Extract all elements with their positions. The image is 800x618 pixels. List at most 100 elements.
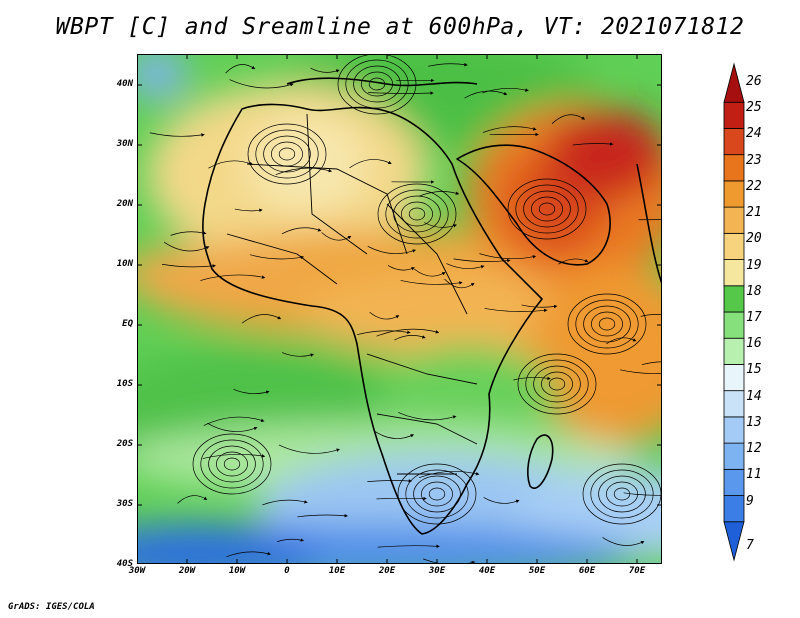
colorbar-label: 14 <box>746 388 762 404</box>
streamline <box>170 231 207 236</box>
lat-label: 40N <box>116 79 133 89</box>
colorbar-box <box>723 390 745 418</box>
streamline <box>349 159 392 169</box>
streamlines <box>149 54 662 564</box>
streamline <box>369 311 400 320</box>
streamline <box>521 304 558 309</box>
streamline-eddy <box>263 135 311 173</box>
streamline <box>602 537 645 546</box>
streamline <box>149 132 205 137</box>
streamline <box>281 352 315 357</box>
streamline <box>640 314 662 317</box>
streamline-eddy <box>428 487 446 501</box>
streamline-eddy <box>538 202 556 216</box>
streamline-eddy <box>507 178 587 240</box>
streamline <box>357 330 411 335</box>
streamline <box>446 263 485 269</box>
lon-label: 60E <box>578 566 596 576</box>
lat-label: 20S <box>116 439 133 449</box>
lat-label: 10N <box>116 259 133 269</box>
colorbar-box <box>723 521 745 562</box>
streamline-eddy <box>606 481 638 507</box>
axis-ticks <box>137 54 662 564</box>
wbpt-streamline-map <box>137 54 662 564</box>
grads-credit: GrADS: IGES/COLA <box>8 602 95 612</box>
colorbar-box <box>723 101 745 129</box>
streamline <box>276 538 305 543</box>
streamline-eddy <box>590 469 654 519</box>
streamline <box>281 227 322 235</box>
streamline <box>226 551 271 557</box>
streamline <box>225 64 256 74</box>
streamline-eddy <box>255 129 319 179</box>
colorbar <box>723 62 745 562</box>
streamline <box>394 335 426 341</box>
colorbar-label: 9 <box>746 493 754 509</box>
streamline-eddy <box>278 147 296 161</box>
streamline <box>297 513 349 518</box>
lon-label: 20E <box>378 566 396 576</box>
streamline-eddy <box>531 196 563 222</box>
streamline <box>482 87 529 94</box>
streamline <box>398 412 457 421</box>
colorbar-label: 21 <box>746 205 762 221</box>
streamline-eddy <box>401 201 433 227</box>
streamline <box>208 160 254 169</box>
colorbar-label: 18 <box>746 283 762 299</box>
colorbar-label: 12 <box>746 441 762 457</box>
streamline <box>200 274 266 281</box>
streamline <box>207 422 258 432</box>
streamline <box>414 268 446 277</box>
streamline <box>368 91 434 95</box>
colorbar-label: 26 <box>746 74 762 89</box>
streamline <box>620 369 662 374</box>
colorbar-box <box>723 311 745 339</box>
streamline <box>163 241 210 252</box>
colorbar-box <box>723 364 745 392</box>
map-panel <box>137 54 662 564</box>
colorbar-box <box>723 206 745 234</box>
temperature-field <box>137 54 662 564</box>
streamline-eddy <box>598 475 646 513</box>
streamline-eddy <box>345 59 409 109</box>
colorbar-label: 13 <box>746 414 762 430</box>
colorbar-label: 19 <box>746 257 762 273</box>
streamline <box>241 314 282 324</box>
streamline <box>262 499 308 506</box>
streamline <box>513 376 551 381</box>
streamline <box>483 497 520 504</box>
streamline-eddy <box>575 299 639 349</box>
chart-title: WBPT [C] and Sreamline at 600hPa, VT: 20… <box>55 14 745 40</box>
streamline <box>428 62 468 67</box>
colorbar-box <box>723 468 745 496</box>
streamline-eddy <box>421 481 453 507</box>
streamline <box>606 337 637 345</box>
lon-label: 30W <box>128 566 146 576</box>
streamline <box>367 246 417 255</box>
streamline-eddy <box>525 359 589 409</box>
streamline <box>464 90 508 99</box>
streamline <box>161 263 216 268</box>
streamline-eddy <box>223 457 241 471</box>
streamline <box>177 495 208 504</box>
streamline-eddy <box>385 189 449 239</box>
colorbar-label: 7 <box>746 538 754 553</box>
streamline-eddy <box>377 183 457 245</box>
streamline-eddy <box>397 463 477 525</box>
colorbar-label: 24 <box>746 126 762 142</box>
streamline-eddy <box>200 439 264 489</box>
streamline-eddy <box>192 433 272 495</box>
streamline <box>203 416 265 426</box>
streamline-eddy <box>517 353 597 415</box>
streamline <box>376 328 440 337</box>
colorbar-box <box>723 337 745 365</box>
lat-label: 30N <box>116 139 133 149</box>
streamline <box>233 389 270 395</box>
streamline-eddy <box>533 365 581 403</box>
colorbar-box <box>723 62 745 103</box>
lon-label: 20W <box>178 566 196 576</box>
lat-label: 30S <box>116 499 133 509</box>
lon-label: 30E <box>428 566 446 576</box>
streamline <box>373 430 415 439</box>
streamline <box>278 444 340 454</box>
